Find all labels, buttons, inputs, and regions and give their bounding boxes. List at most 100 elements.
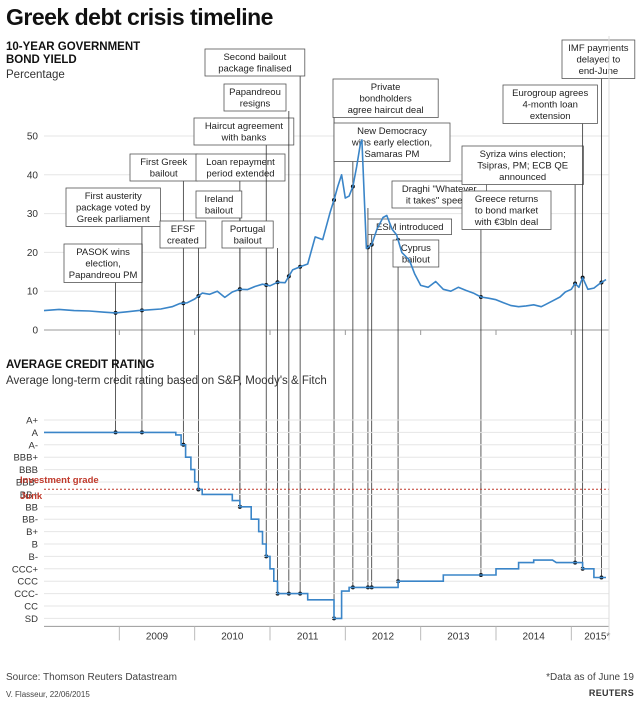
yield-y-tick-label: 20 xyxy=(27,248,39,259)
rating-x-tick-label: 2015* xyxy=(584,631,610,642)
annotation-box xyxy=(332,78,439,118)
annotation-text: Draghi "Whatever xyxy=(402,184,477,195)
annotation-text: Second bailout xyxy=(223,52,286,63)
rating-y-tick-label: CCC xyxy=(17,577,38,588)
annotation-text: Papandreou xyxy=(229,87,281,98)
annotation-text: Haircut agreement xyxy=(205,121,284,132)
annotation-text: package voted by xyxy=(76,203,151,214)
yield-y-tick-label: 0 xyxy=(32,326,38,337)
rating-y-tick-label: SD xyxy=(25,614,38,625)
rating-x-tick-label: 2009 xyxy=(146,631,169,642)
annotation-text: bailout xyxy=(205,206,233,217)
rating-y-tick-label: A xyxy=(32,428,39,439)
annotation-box xyxy=(63,243,143,283)
annotation-text: it takes" speech xyxy=(406,196,473,207)
annotation-text: Tsipras, PM; ECB QE xyxy=(477,161,568,172)
annotation-text: ESM introduced xyxy=(376,222,444,233)
rating-subheading: Average long-term credit rating based on… xyxy=(6,375,327,387)
annotation-text: with €3bln deal xyxy=(474,217,538,228)
annotation-text: resigns xyxy=(240,99,271,110)
annotation-text: election, xyxy=(85,259,120,270)
annotation-text: bailout xyxy=(402,255,430,266)
rating-x-tick-label: 2014 xyxy=(523,631,546,642)
yield-series-line xyxy=(43,139,607,314)
rating-x-tick-label: 2012 xyxy=(372,631,395,642)
annotation-text: Ireland xyxy=(204,194,233,205)
annotation-text: wins early election, xyxy=(351,138,432,149)
yield-heading-line2: BOND YIELD xyxy=(6,54,77,66)
annotation-box xyxy=(195,190,243,219)
annotation-text: First Greek xyxy=(140,157,187,168)
yield-y-tick-label: 40 xyxy=(27,170,39,181)
rating-y-tick-label: A- xyxy=(29,440,39,451)
annotation-text: to bond market xyxy=(475,206,539,217)
rating-y-tick-label: BBB+ xyxy=(13,453,38,464)
reuters-logo: REUTERS xyxy=(588,688,634,698)
rating-y-tick-label: BBB xyxy=(19,465,38,476)
yield-y-tick-label: 30 xyxy=(27,209,39,220)
annotation-box xyxy=(461,190,552,230)
annotation-text: Cyprus xyxy=(401,243,431,254)
yield-heading-line1: 10-YEAR GOVERNMENT xyxy=(6,41,141,53)
annotation-box xyxy=(129,153,198,182)
rating-x-tick-label: 2011 xyxy=(297,631,319,642)
annotation-box xyxy=(65,187,161,227)
rating-y-tick-label: CCC- xyxy=(14,589,38,600)
annotation-box xyxy=(195,153,286,182)
annotation-text: agree haircut deal xyxy=(348,105,424,116)
rating-y-tick-label: B- xyxy=(29,552,39,563)
annotation-box xyxy=(193,117,295,146)
annotation-text: Portugal xyxy=(230,224,265,235)
source-note: Source: Thomson Reuters Datastream xyxy=(6,672,178,683)
rating-x-tick-label: 2013 xyxy=(447,631,470,642)
rating-y-tick-label: B xyxy=(32,540,38,551)
annotation-box xyxy=(502,84,598,124)
annotation-box xyxy=(223,83,287,112)
rating-y-tick-label: B+ xyxy=(26,527,38,538)
yield-unit-label: Percentage xyxy=(6,69,65,81)
annotation-text: Samaras PM xyxy=(365,149,420,160)
data-date-note: *Data as of June 19 xyxy=(546,672,634,683)
rating-heading: AVERAGE CREDIT RATING xyxy=(6,359,155,371)
annotation-text: delayed to xyxy=(576,55,620,66)
annotation-text: announced xyxy=(499,172,546,183)
rating-y-tick-label: CC xyxy=(24,602,38,613)
annotation-text: EFSF xyxy=(171,224,195,235)
annotation-text: extension xyxy=(530,111,571,122)
annotation-box xyxy=(392,239,440,268)
annotation-text: period extended xyxy=(206,169,274,180)
rating-series-line xyxy=(44,431,606,620)
annotation-box xyxy=(159,220,207,249)
annotation-box xyxy=(333,122,451,162)
annotation-text: Papandreou PM xyxy=(69,270,138,281)
annotation-text: end-June xyxy=(579,66,619,77)
annotation-box xyxy=(221,220,274,249)
rating-y-tick-label: BB- xyxy=(22,515,38,526)
annotation-box xyxy=(461,145,584,185)
annotation-text: Loan repayment xyxy=(206,157,275,168)
annotation-text: New Democracy xyxy=(357,126,427,137)
rating-y-tick-label: CCC+ xyxy=(12,564,39,575)
annotation-text: bailout xyxy=(150,169,178,180)
annotation-text: PASOK wins xyxy=(76,247,130,258)
annotation-box xyxy=(204,48,306,77)
annotation-text: bondholders xyxy=(359,94,412,105)
annotation-box xyxy=(561,39,636,79)
annotation-text: Private xyxy=(371,82,401,93)
annotation-text: package finalised xyxy=(218,64,291,75)
annotation-text: bailout xyxy=(234,236,262,247)
annotation-text: First austerity xyxy=(85,191,142,202)
annotation-text: Greece returns xyxy=(475,194,539,205)
rating-y-tick-label: BB xyxy=(25,502,38,513)
author-credit: V. Flasseur, 22/06/2015 xyxy=(6,690,90,699)
rating-x-tick-label: 2010 xyxy=(221,631,244,642)
annotation-text: Syriza wins election; xyxy=(480,149,566,160)
yield-y-tick-label: 10 xyxy=(27,287,39,298)
annotation-text: with banks xyxy=(220,133,266,144)
junk-label: Junk xyxy=(20,491,43,502)
investment-grade-label: Investment grade xyxy=(20,475,99,486)
annotation-text: IMF payments xyxy=(568,43,628,54)
yield-y-tick-label: 50 xyxy=(27,132,39,143)
rating-y-tick-label: BB+ xyxy=(20,490,39,501)
